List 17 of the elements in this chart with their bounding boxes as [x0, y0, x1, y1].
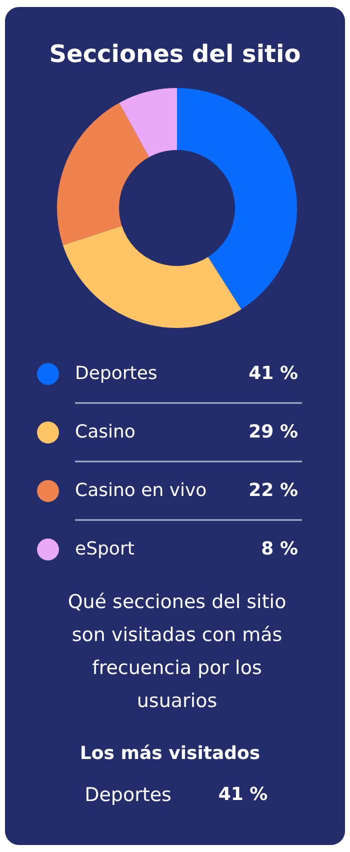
donut-slice	[57, 102, 150, 246]
data-label: 41 %	[248, 363, 298, 384]
text: 41 %	[218, 784, 268, 805]
text: Deportes	[84, 784, 172, 806]
legend-label: Casino	[75, 422, 136, 442]
donut-slice	[62, 226, 242, 328]
chart-title: Secciones del sitio	[49, 40, 301, 68]
donut-slice	[119, 88, 177, 158]
legend-label: eSport	[75, 538, 134, 560]
text: Los más visitados	[80, 743, 260, 764]
data-label: 29 %	[248, 422, 298, 442]
legend-label: Casino en vivo	[75, 480, 207, 501]
text: Qué secciones del sitio son visitadas con más frecuencia por los usuarios	[68, 591, 286, 712]
data-label: 22 %	[248, 480, 298, 501]
legend-label: Deportes	[75, 363, 158, 384]
data-label: 8 %	[261, 538, 298, 560]
donut-slice	[177, 88, 297, 310]
